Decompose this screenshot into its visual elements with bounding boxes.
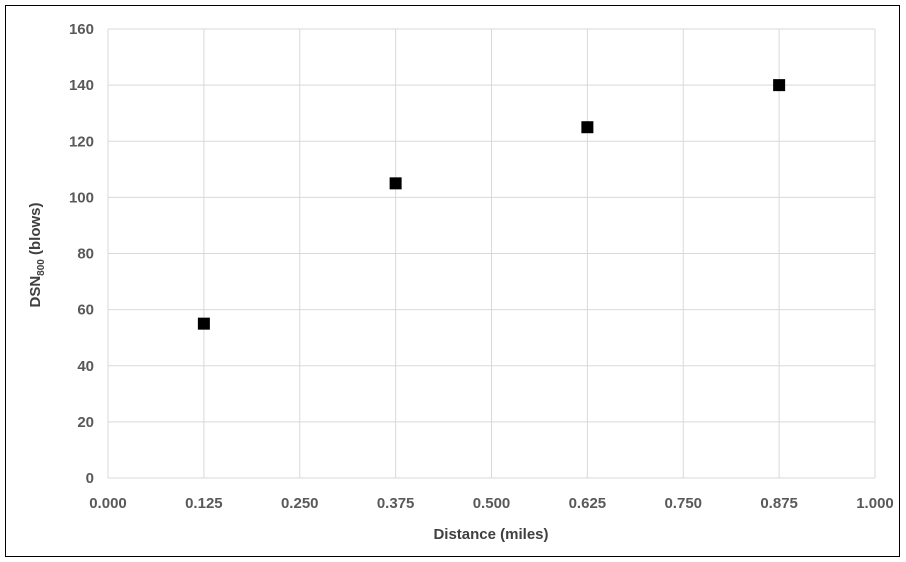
data-points <box>197 79 786 330</box>
y-tick-label: 140 <box>69 77 94 94</box>
x-tick-label: 0.250 <box>281 495 319 512</box>
data-point <box>389 177 402 190</box>
y-tick-label: 20 <box>77 414 94 431</box>
y-tick-label: 100 <box>69 189 94 206</box>
chart-frame <box>5 5 900 557</box>
x-tick-label: 0.125 <box>185 495 223 512</box>
x-tick-label: 0.375 <box>377 495 415 512</box>
data-point <box>773 79 786 92</box>
y-axis-title: DSN800 (blows) <box>27 202 47 307</box>
x-tick-labels: 0.000 0.125 0.250 0.375 0.500 0.625 0.750 0.875… <box>89 495 894 512</box>
y-tick-labels: 0 20 40 60 80 100 120 140 160 <box>69 21 94 487</box>
y-tick-label: 40 <box>77 358 94 375</box>
y-axis-title-main: DSN <box>27 276 44 308</box>
y-tick-label: 120 <box>69 133 94 150</box>
x-tick-label: 0.625 <box>569 495 607 512</box>
y-tick-label: 160 <box>69 21 94 38</box>
x-tick-label: 0.000 <box>89 495 127 512</box>
x-tick-label: 1.000 <box>856 495 894 512</box>
y-tick-label: 80 <box>77 246 94 263</box>
gridlines <box>107 28 876 479</box>
x-axis-title: Distance (miles) <box>433 526 548 543</box>
x-tick-label: 0.500 <box>473 495 511 512</box>
y-axis-title-subscript: 800 <box>36 259 47 276</box>
x-tick-label: 0.875 <box>760 495 798 512</box>
y-tick-label: 60 <box>77 302 94 319</box>
x-tick-label: 0.750 <box>664 495 702 512</box>
data-point <box>197 317 210 330</box>
data-point <box>581 121 594 134</box>
y-tick-label: 0 <box>86 470 94 487</box>
y-axis-title-suffix: (blows) <box>27 202 44 259</box>
